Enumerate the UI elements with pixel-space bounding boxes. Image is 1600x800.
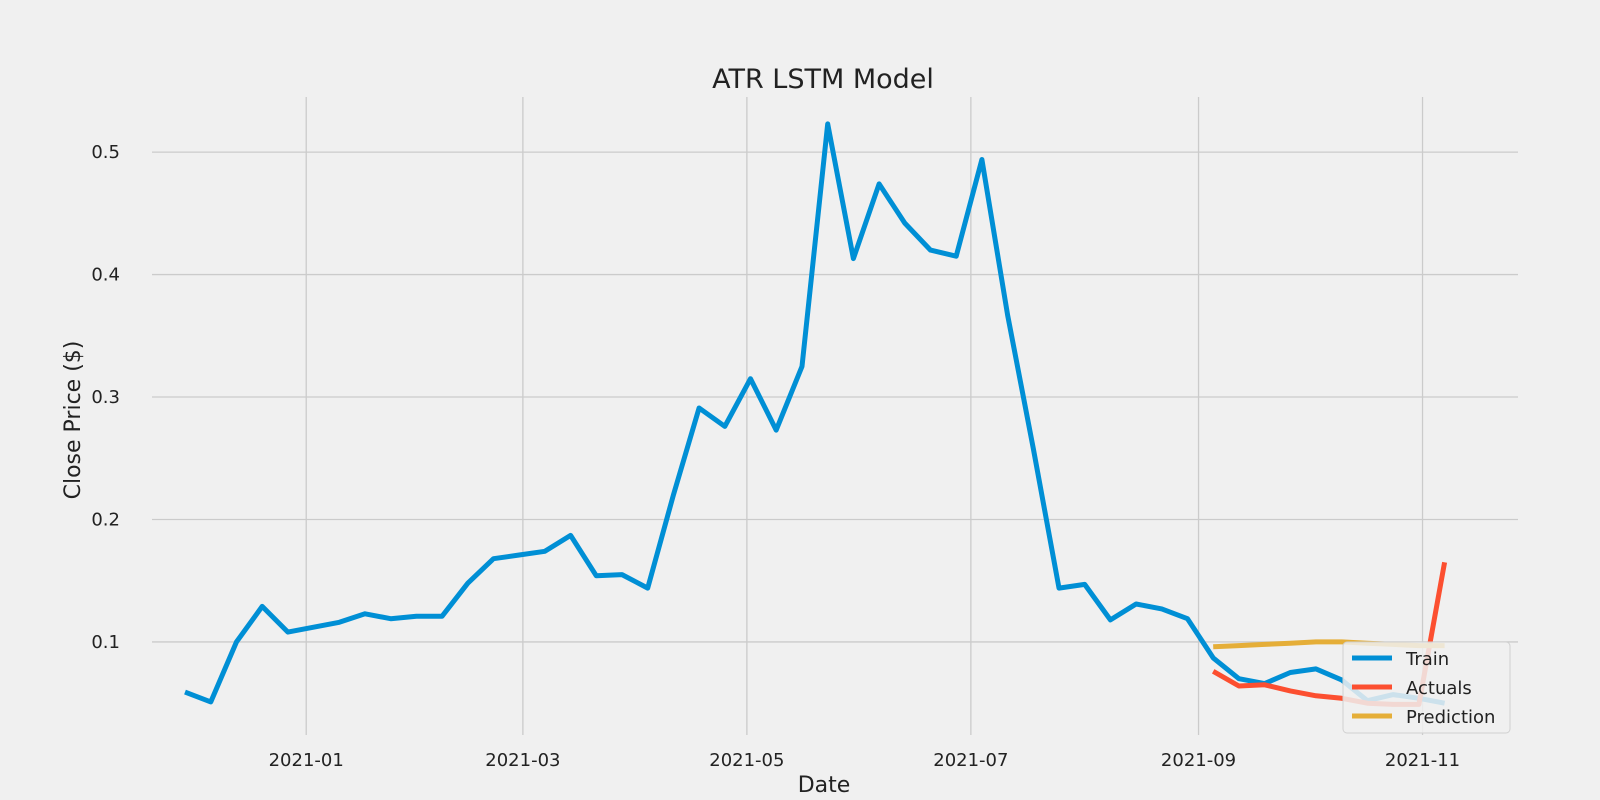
- chart-title: ATR LSTM Model: [712, 64, 934, 95]
- series-line-train: [184, 121, 1446, 706]
- y-tick-label: 0.4: [91, 265, 120, 286]
- legend-label-train: Train: [1405, 649, 1449, 670]
- x-tick-label: 2021-11: [1385, 750, 1460, 771]
- y-tick-label: 0.1: [91, 632, 120, 653]
- x-tick-label: 2021-05: [709, 750, 784, 771]
- legend-label-actuals: Actuals: [1406, 678, 1472, 699]
- series-lines: [184, 121, 1448, 707]
- x-tick-label: 2021-09: [1161, 750, 1236, 771]
- y-tick-label: 0.5: [91, 142, 120, 163]
- grid: [152, 97, 1518, 735]
- legend: Train Actuals Prediction: [1342, 641, 1511, 734]
- y-axis-label: Close Price ($): [61, 341, 86, 500]
- y-tick-label: 0.2: [91, 509, 120, 530]
- x-tick-label: 2021-03: [485, 750, 560, 771]
- x-tick-label: 2021-07: [933, 750, 1008, 771]
- legend-label-prediction: Prediction: [1406, 707, 1495, 728]
- x-axis-ticks: 2021-01 2021-03 2021-05 2021-07 2021-09 2021-…: [269, 750, 1461, 771]
- legend-box: [1342, 641, 1511, 734]
- y-axis-ticks: 0.1 0.2 0.3 0.4 0.5: [91, 142, 120, 653]
- x-tick-label: 2021-01: [269, 750, 344, 771]
- y-tick-label: 0.3: [91, 387, 120, 408]
- x-axis-label: Date: [798, 773, 851, 798]
